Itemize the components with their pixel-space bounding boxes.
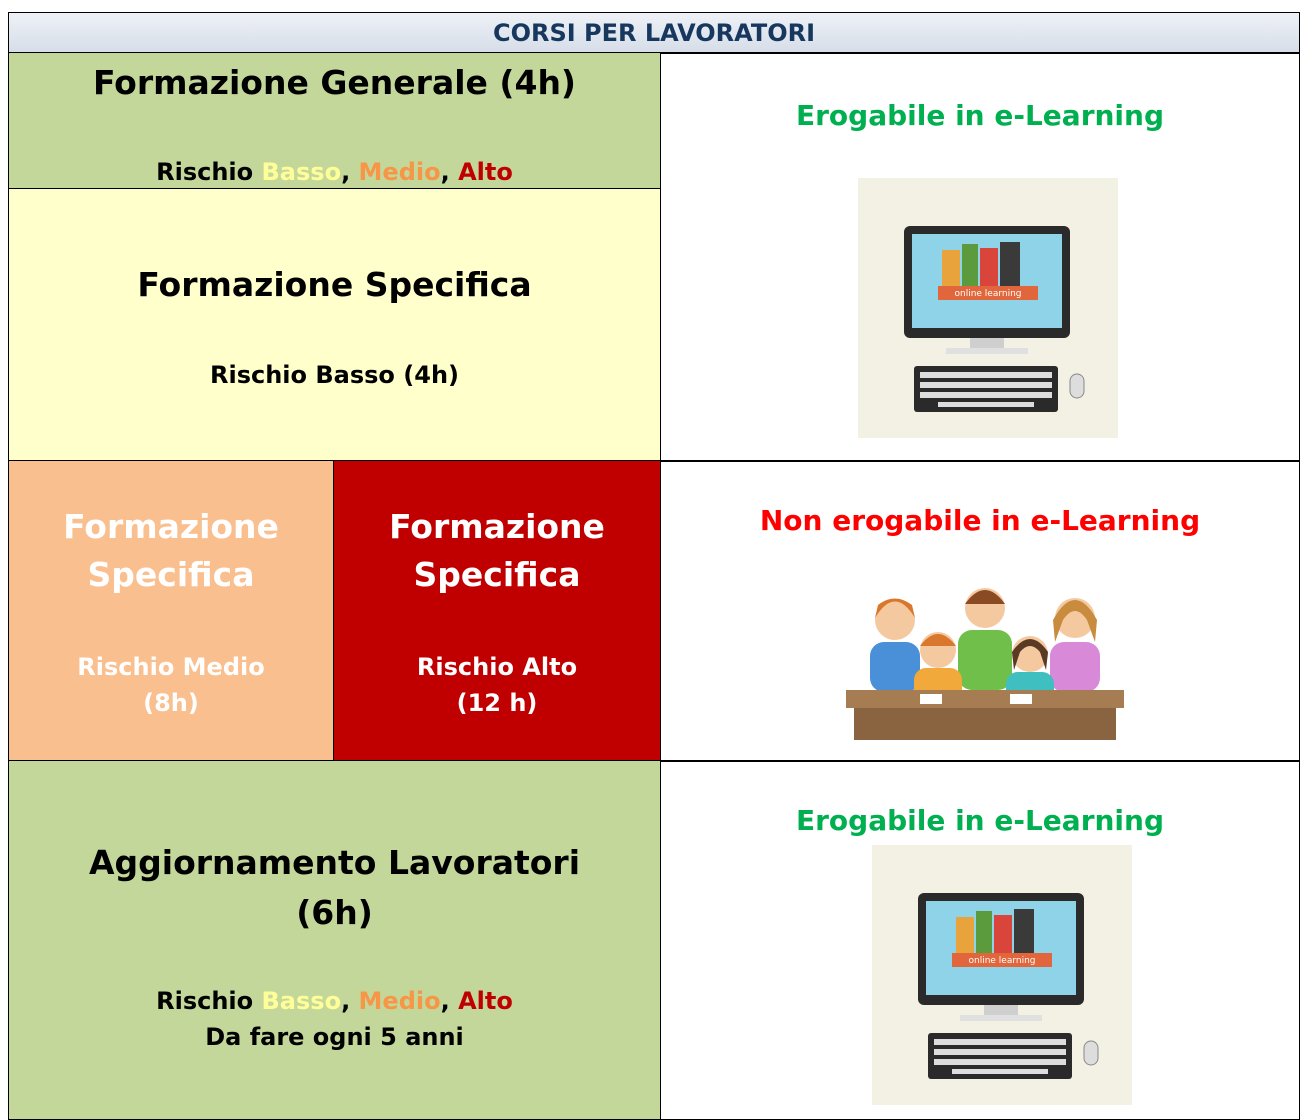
- update-title: (6h): [296, 893, 373, 932]
- elearning-cell: Erogabile in e-Learning: [660, 52, 1300, 462]
- update-title: Aggiornamento Lavoratori: [88, 843, 581, 882]
- elearning-text: Erogabile in e-Learning: [795, 804, 1165, 837]
- risk-high: Alto: [458, 987, 513, 1015]
- general-risk: Rischio Basso, Medio, Alto: [9, 154, 660, 190]
- risk-label: Rischio: [156, 987, 254, 1015]
- specific-high-risk: Rischio Alto: [416, 653, 578, 681]
- specific-medium-cell: Formazione Specifica Rischio Medio (8h): [8, 460, 334, 762]
- specific-medium-title: Specifica: [87, 555, 255, 594]
- elearning-image: online learning: [872, 845, 1132, 1105]
- risk-high: Alto: [458, 158, 513, 186]
- separator: ,: [341, 987, 351, 1015]
- specific-low-risk: Rischio Basso (4h): [210, 361, 459, 389]
- elearning-image: online learning: [858, 178, 1118, 438]
- elearning-text: Erogabile in e-Learning: [795, 99, 1165, 132]
- screen-label: online learning: [954, 289, 1021, 299]
- general-cell: Formazione Generale (4h) Rischio Basso, …: [8, 52, 661, 190]
- update-note: Da fare ogni 5 anni: [205, 1023, 464, 1051]
- specific-low-cell: Formazione Specifica Rischio Basso (4h): [8, 188, 661, 462]
- update-risk: Rischio Basso, Medio, Alto: [9, 983, 660, 1019]
- risk-medium: Medio: [358, 158, 441, 186]
- specific-high-risk: (12 h): [456, 689, 538, 717]
- general-title: Formazione Generale (4h): [92, 63, 577, 102]
- separator: ,: [341, 158, 351, 186]
- header-title: CORSI PER LAVORATORI: [492, 19, 816, 47]
- update-cell: Aggiornamento Lavoratori (6h) Rischio Ba…: [8, 760, 661, 1120]
- risk-label: Rischio: [156, 158, 254, 186]
- classroom-image: [846, 588, 1124, 740]
- risk-low: Basso: [261, 987, 342, 1015]
- specific-high-title: Specifica: [413, 555, 581, 594]
- specific-high-title: Formazione: [389, 507, 605, 546]
- specific-low-title: Formazione Specifica: [137, 265, 532, 304]
- specific-medium-risk: Rischio Medio: [77, 653, 265, 681]
- risk-medium: Medio: [358, 987, 441, 1015]
- risk-low: Basso: [261, 158, 342, 186]
- classroom-text: Non erogabile in e-Learning: [759, 504, 1201, 537]
- separator: ,: [440, 158, 450, 186]
- classroom-cell: Non erogabile in e-Learning: [660, 460, 1300, 762]
- specific-medium-risk: (8h): [143, 689, 199, 717]
- specific-medium-title: Formazione: [63, 507, 279, 546]
- separator: ,: [440, 987, 450, 1015]
- header-cell: CORSI PER LAVORATORI: [8, 12, 1300, 54]
- screen-label: online learning: [968, 956, 1035, 966]
- specific-high-cell: Formazione Specifica Rischio Alto (12 h): [333, 460, 661, 762]
